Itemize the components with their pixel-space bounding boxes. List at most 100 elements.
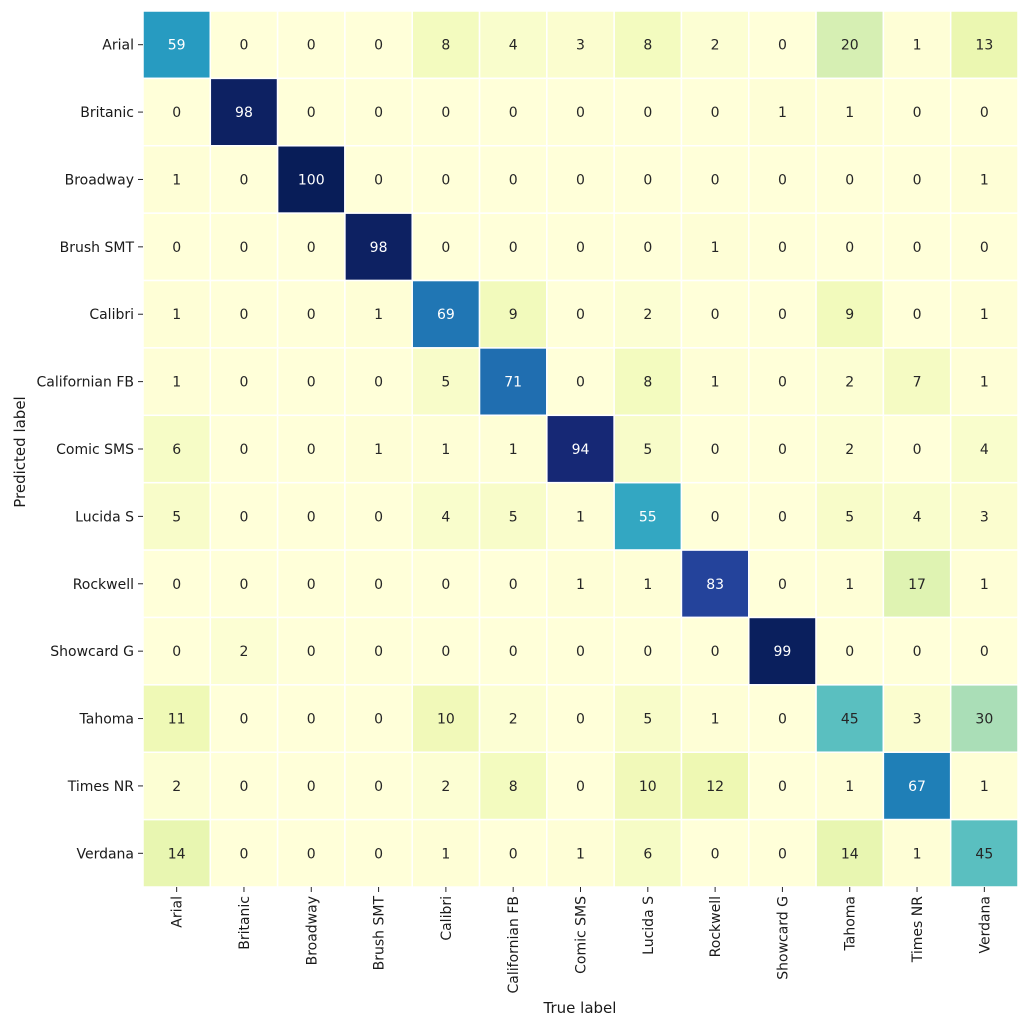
cell-value-label: 1 xyxy=(576,509,585,525)
heatmap-cell xyxy=(209,751,279,821)
cell-value-label: 0 xyxy=(778,307,787,323)
cell-value-label: 1 xyxy=(778,105,787,121)
y-tick-label: Lucida S xyxy=(75,509,134,525)
cell-value-label: 0 xyxy=(172,644,181,660)
cell-value-label: 1 xyxy=(980,307,989,323)
cell-value-label: 5 xyxy=(643,712,652,728)
heatmap-cell xyxy=(949,751,1019,821)
heatmap-cell xyxy=(815,414,885,484)
cell-value-label: 0 xyxy=(576,307,585,323)
heatmap-cell xyxy=(949,212,1019,282)
heatmap-cell xyxy=(478,77,548,147)
cell-value-label: 0 xyxy=(778,375,787,391)
heatmap-cell xyxy=(276,347,346,417)
cell-value-label: 0 xyxy=(778,172,787,188)
cell-value-label: 2 xyxy=(845,375,854,391)
cell-value-label: 0 xyxy=(172,105,181,121)
heatmap-cell xyxy=(546,212,615,282)
cell-value-label: 0 xyxy=(509,644,518,660)
heatmap-cell xyxy=(209,684,279,753)
cell-value-label: 3 xyxy=(576,38,585,54)
heatmap-cell xyxy=(344,616,413,686)
heatmap-cell xyxy=(748,145,817,214)
cell-value-label: 0 xyxy=(374,779,383,795)
cell-value-label: 45 xyxy=(841,712,859,728)
cell-value-label: 8 xyxy=(643,38,652,54)
heatmap-cell xyxy=(478,212,548,282)
cell-value-label: 2 xyxy=(845,442,854,458)
heatmap-cell xyxy=(142,414,212,484)
cell-value-label: 2 xyxy=(240,644,249,660)
x-tick-label: Showcard G xyxy=(775,896,791,980)
y-tick-labels: Arial Britanic Broadway Brush SMT Calibri Cal… xyxy=(37,38,143,862)
cell-value-label: 5 xyxy=(509,509,518,525)
cell-value-label: 0 xyxy=(374,846,383,862)
cell-value-label: 1 xyxy=(374,307,383,323)
cell-value-label: 0 xyxy=(576,644,585,660)
heatmap-cell xyxy=(142,10,212,80)
heatmap-cell xyxy=(276,414,346,484)
cell-value-label: 0 xyxy=(240,509,249,525)
heatmap-cell xyxy=(546,414,615,484)
cell-value-label: 0 xyxy=(980,644,989,660)
heatmap-cell xyxy=(411,481,481,551)
cell-value-label: 1 xyxy=(509,442,518,458)
cell-value-label: 0 xyxy=(913,307,922,323)
heatmap-cell xyxy=(680,414,750,484)
y-tick-label: Showcard G xyxy=(50,644,134,660)
cell-value-label: 0 xyxy=(240,38,249,54)
heatmap-cell xyxy=(276,279,346,349)
heatmap-cell xyxy=(882,818,952,888)
cell-value-label: 99 xyxy=(774,644,792,660)
cell-value-label: 5 xyxy=(441,375,450,391)
cell-value-label: 0 xyxy=(576,779,585,795)
cell-value-label: 0 xyxy=(845,240,854,256)
cell-value-label: 0 xyxy=(441,644,450,660)
cell-value-label: 0 xyxy=(509,240,518,256)
cell-value-label: 1 xyxy=(980,172,989,188)
heatmap-cell xyxy=(949,279,1019,349)
cell-value-label: 1 xyxy=(576,577,585,593)
cell-value-label: 0 xyxy=(845,172,854,188)
cell-value-label: 0 xyxy=(778,577,787,593)
heatmap-cell xyxy=(344,751,413,821)
y-tick-label: Verdana xyxy=(76,846,134,862)
heatmap-cell xyxy=(815,549,885,619)
cell-value-label: 0 xyxy=(307,846,316,862)
cell-value-label: 1 xyxy=(643,577,652,593)
cell-value-label: 59 xyxy=(168,38,186,54)
cell-value-label: 0 xyxy=(307,779,316,795)
cell-value-label: 1 xyxy=(172,375,181,391)
cell-value-label: 0 xyxy=(711,442,720,458)
cell-value-label: 71 xyxy=(504,375,522,391)
heatmap-cell xyxy=(411,414,481,484)
heatmap-cell xyxy=(882,212,952,282)
heatmap-cells: 59 0 0 0 8 4 3 8 2 0 20 1 130 98 0 0 0 0 0 0 0 1 1 0 01 0 100 0 0 0 0 0… xyxy=(142,10,1019,888)
cell-value-label: 11 xyxy=(168,712,186,728)
cell-value-label: 8 xyxy=(441,38,450,54)
cell-value-label: 0 xyxy=(307,38,316,54)
cell-value-label: 0 xyxy=(240,240,249,256)
cell-value-label: 0 xyxy=(778,38,787,54)
cell-value-label: 0 xyxy=(307,712,316,728)
cell-value-label: 1 xyxy=(845,779,854,795)
cell-value-label: 5 xyxy=(172,509,181,525)
cell-value-label: 0 xyxy=(509,105,518,121)
heatmap-cell xyxy=(680,684,750,753)
cell-value-label: 0 xyxy=(441,105,450,121)
cell-value-label: 1 xyxy=(711,712,720,728)
heatmap-cell xyxy=(478,481,548,551)
y-tick-label: Calibri xyxy=(89,307,134,323)
heatmap-cell xyxy=(411,751,481,821)
heatmap-cell xyxy=(142,347,212,417)
heatmap-cell xyxy=(209,347,279,417)
cell-value-label: 9 xyxy=(509,307,518,323)
x-tick-labels: Arial Britanic Broadway Brush SMT Calibri Cal… xyxy=(170,887,993,993)
cell-value-label: 0 xyxy=(913,644,922,660)
heatmap-cell xyxy=(613,481,683,551)
x-tick-label: Brush SMT xyxy=(372,896,388,971)
cell-value-label: 0 xyxy=(711,644,720,660)
heatmap-cell xyxy=(546,751,615,821)
cell-value-label: 0 xyxy=(374,577,383,593)
cell-value-label: 8 xyxy=(509,779,518,795)
